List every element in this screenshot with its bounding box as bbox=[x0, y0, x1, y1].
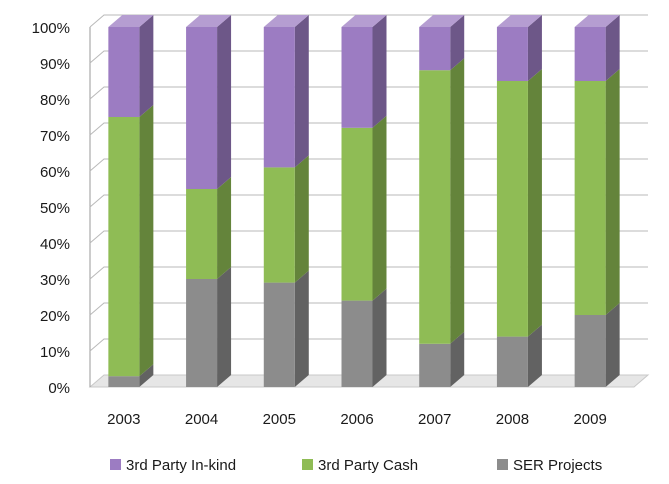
y-tick-label: 40% bbox=[40, 236, 70, 253]
gridline bbox=[89, 158, 648, 172]
y-tick-label: 100% bbox=[32, 20, 70, 37]
gridline bbox=[89, 266, 648, 280]
gridline bbox=[89, 86, 648, 100]
y-tick-label: 0% bbox=[48, 380, 70, 397]
bar-top bbox=[419, 15, 465, 27]
bar-segment bbox=[574, 27, 606, 81]
bar-segment bbox=[263, 282, 295, 387]
gridline bbox=[89, 194, 648, 208]
bar-segment-side bbox=[139, 105, 154, 377]
bar-segment-side bbox=[605, 69, 620, 315]
bar-segment bbox=[341, 300, 373, 387]
x-tick-label: 2006 bbox=[340, 411, 373, 428]
y-tick-label: 80% bbox=[40, 92, 70, 109]
gridline bbox=[89, 14, 648, 28]
x-tick-label: 2003 bbox=[107, 411, 140, 428]
bar-segment bbox=[574, 315, 606, 387]
legend-label: 3rd Party In-kind bbox=[126, 457, 236, 474]
bar-segment-side bbox=[605, 303, 620, 387]
y-tick-label: 90% bbox=[40, 56, 70, 73]
bar-segment-side bbox=[527, 69, 542, 337]
bar-segment bbox=[186, 189, 218, 279]
bar-segment-side bbox=[372, 288, 387, 387]
bar-top bbox=[263, 15, 309, 27]
bar-segment bbox=[108, 27, 140, 117]
legend: 3rd Party In-kind 3rd Party Cash SER Proje… bbox=[110, 457, 602, 474]
bar-segment bbox=[186, 279, 218, 387]
bar-segment bbox=[186, 27, 218, 189]
y-tick-label: 10% bbox=[40, 344, 70, 361]
bar-segment bbox=[496, 27, 528, 81]
bar-segment-side bbox=[294, 15, 309, 168]
bar-segment-side bbox=[450, 58, 465, 344]
bar-segment-side bbox=[294, 155, 309, 283]
x-tick-label: 2007 bbox=[418, 411, 451, 428]
bar-segment-side bbox=[217, 177, 232, 279]
legend-swatch bbox=[497, 459, 508, 470]
bar-segment-side bbox=[139, 15, 154, 117]
legend-swatch bbox=[302, 459, 313, 470]
bar-segment-side bbox=[372, 115, 387, 301]
bar-segment bbox=[574, 81, 606, 315]
bar-segment-side bbox=[217, 15, 232, 189]
bar-segment-side bbox=[450, 15, 465, 71]
x-tick-label: 2005 bbox=[263, 411, 296, 428]
legend-label: 3rd Party Cash bbox=[318, 457, 418, 474]
bar-segment bbox=[108, 117, 140, 377]
y-tick-label: 20% bbox=[40, 308, 70, 325]
bar-segment-side bbox=[217, 267, 232, 387]
bar-segment bbox=[496, 81, 528, 337]
bar-top bbox=[108, 15, 154, 27]
legend-swatch bbox=[110, 459, 121, 470]
gridline bbox=[89, 122, 648, 136]
bar-segment bbox=[419, 70, 451, 344]
y-axis-ticks: 0% 10% 20% 30% 40% 50% 60% 70% 80% 90% 100% bbox=[32, 20, 70, 397]
bar-segment-side bbox=[605, 15, 620, 81]
bar-segment-side bbox=[139, 364, 154, 387]
bars bbox=[108, 15, 620, 387]
gridline bbox=[89, 302, 648, 316]
bar-segment bbox=[419, 27, 451, 71]
gridline bbox=[89, 338, 648, 352]
bar-segment-side bbox=[372, 15, 387, 128]
bar-segment-side bbox=[450, 331, 465, 387]
bar-segment-side bbox=[527, 324, 542, 387]
bar-top bbox=[186, 15, 232, 27]
bar-segment bbox=[263, 167, 295, 283]
bar-segment-side bbox=[294, 270, 309, 387]
bar-segment-side bbox=[527, 15, 542, 81]
y-tick-label: 30% bbox=[40, 272, 70, 289]
bar-top bbox=[574, 15, 620, 27]
x-tick-label: 2004 bbox=[185, 411, 218, 428]
gridline bbox=[89, 50, 648, 64]
bar-segment bbox=[341, 127, 373, 301]
legend-label: SER Projects bbox=[513, 457, 602, 474]
bar-segment bbox=[341, 27, 373, 128]
gridline bbox=[89, 230, 648, 244]
bar-segment bbox=[108, 376, 140, 387]
x-tick-label: 2009 bbox=[573, 411, 606, 428]
bar-segment bbox=[496, 336, 528, 387]
bar-top bbox=[496, 15, 542, 27]
bar-segment bbox=[419, 343, 451, 387]
x-axis-ticks: 2003 2004 2005 2006 2007 2008 2009 bbox=[107, 411, 607, 428]
y-tick-label: 70% bbox=[40, 128, 70, 145]
bar-segment bbox=[263, 27, 295, 168]
y-tick-label: 50% bbox=[40, 200, 70, 217]
y-tick-label: 60% bbox=[40, 164, 70, 181]
bar-top bbox=[341, 15, 387, 27]
x-tick-label: 2008 bbox=[496, 411, 529, 428]
